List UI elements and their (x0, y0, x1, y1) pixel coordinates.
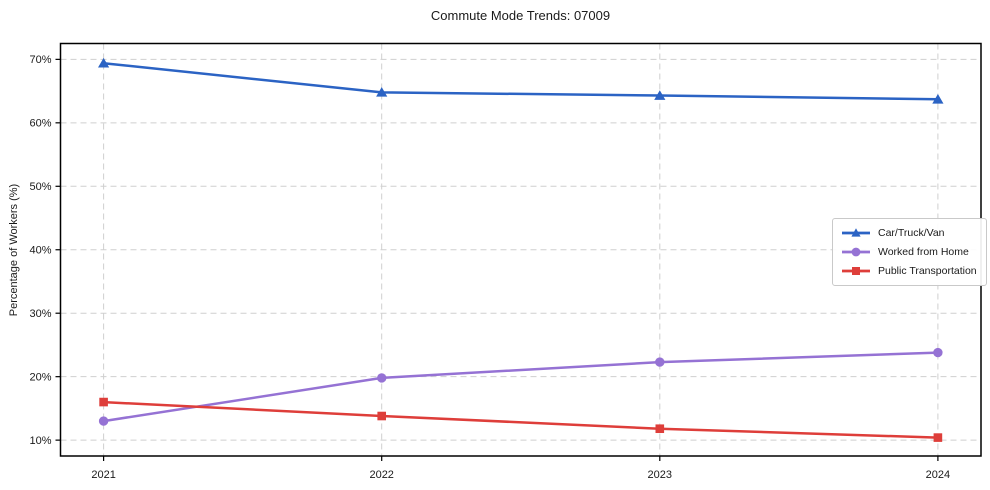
x-tick-label-2021: 2021 (91, 469, 115, 481)
y-tick-label-70: 70% (29, 54, 51, 66)
y-tick-label-20: 20% (29, 371, 51, 383)
marker-car-truck-van-2021 (98, 57, 110, 68)
legend-label-car-truck-van: Car/Truck/Van (878, 227, 945, 239)
marker-worked-from-home-2022 (377, 373, 387, 383)
marker-public-transportation-2021 (99, 397, 108, 407)
series-line-public-transportation (102, 400, 940, 439)
x-tick-label-2023: 2023 (648, 469, 672, 481)
x-tick-label-2024: 2024 (926, 469, 950, 481)
series-line-car-truck-van (102, 61, 940, 101)
legend-marker-public-transportation-icon (842, 267, 870, 275)
y-tick-label-60: 60% (29, 118, 51, 130)
legend-item-public-transportation: Public Transportation (841, 262, 977, 280)
legend: Car/Truck/Van Worked from Home Public Tran… (832, 218, 987, 286)
y-tick-label-50: 50% (29, 181, 51, 193)
legend-label-public-transportation: Public Transportation (878, 265, 977, 277)
x-tick-label-2022: 2022 (369, 469, 393, 481)
legend-label-worked-from-home: Worked from Home (878, 246, 969, 258)
legend-marker-worked-from-home-icon (842, 247, 870, 257)
marker-worked-from-home-2021 (98, 416, 109, 426)
marker-public-transportation-2022 (377, 411, 387, 421)
chart-title: Commute Mode Trends: 07009 (430, 8, 611, 23)
marker-car-truck-van-2022 (376, 87, 388, 97)
legend-marker-car-truck-van-icon (842, 228, 870, 237)
legend-item-car-truck-van: Car/Truck/Van (841, 224, 977, 242)
y-tick-label-10: 10% (29, 435, 51, 447)
y-tick-label-40: 40% (29, 245, 51, 257)
marker-worked-from-home-2024 (933, 347, 943, 358)
marker-car-truck-van-2023 (654, 90, 666, 100)
y-tick-label-30: 30% (29, 308, 51, 320)
series-line-worked-from-home (102, 351, 940, 423)
marker-public-transportation-2023 (655, 424, 665, 434)
marker-worked-from-home-2023 (655, 357, 665, 367)
marker-public-transportation-2024 (933, 433, 943, 442)
legend-item-worked-from-home: Worked from Home (841, 243, 977, 261)
marker-car-truck-van-2024 (932, 94, 944, 104)
